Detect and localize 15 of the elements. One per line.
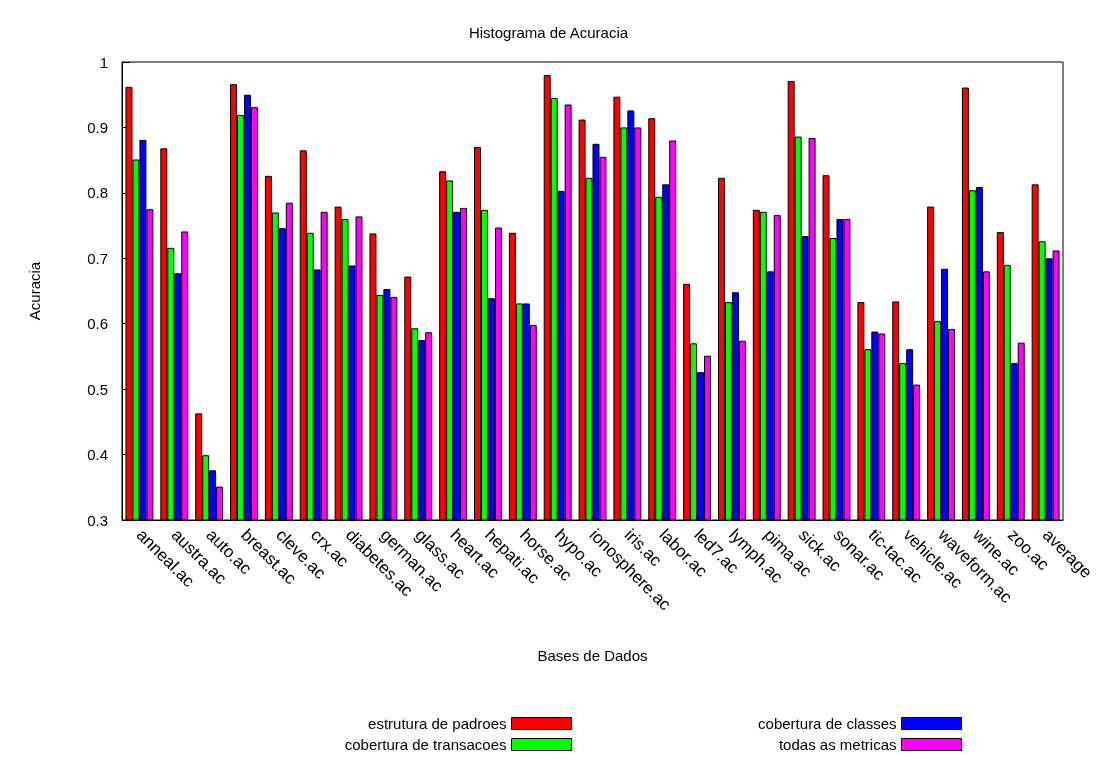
y-tick-label: 0.3 [87, 511, 108, 529]
y-tick-label: 0.4 [87, 446, 108, 464]
y-tick-label: 1 [99, 53, 108, 71]
y-tick-label: 0.9 [87, 118, 108, 136]
y-tick-label: 0.7 [87, 249, 108, 267]
legend-label: cobertura de classes [758, 715, 897, 732]
legend-label: estrutura de padroes [368, 715, 507, 732]
legend-label: todas as metricas [778, 736, 897, 753]
y-axis-title: Acuracia [26, 261, 43, 321]
chart-title: Histograma de Acuracia [468, 24, 629, 41]
y-tick-label: 0.6 [87, 315, 108, 333]
y-tick-label: 0.8 [87, 184, 108, 202]
x-axis-title: Bases de Dados [537, 647, 648, 664]
y-tick-label: 0.5 [87, 380, 108, 398]
legend-label: cobertura de transacoes [344, 736, 507, 753]
